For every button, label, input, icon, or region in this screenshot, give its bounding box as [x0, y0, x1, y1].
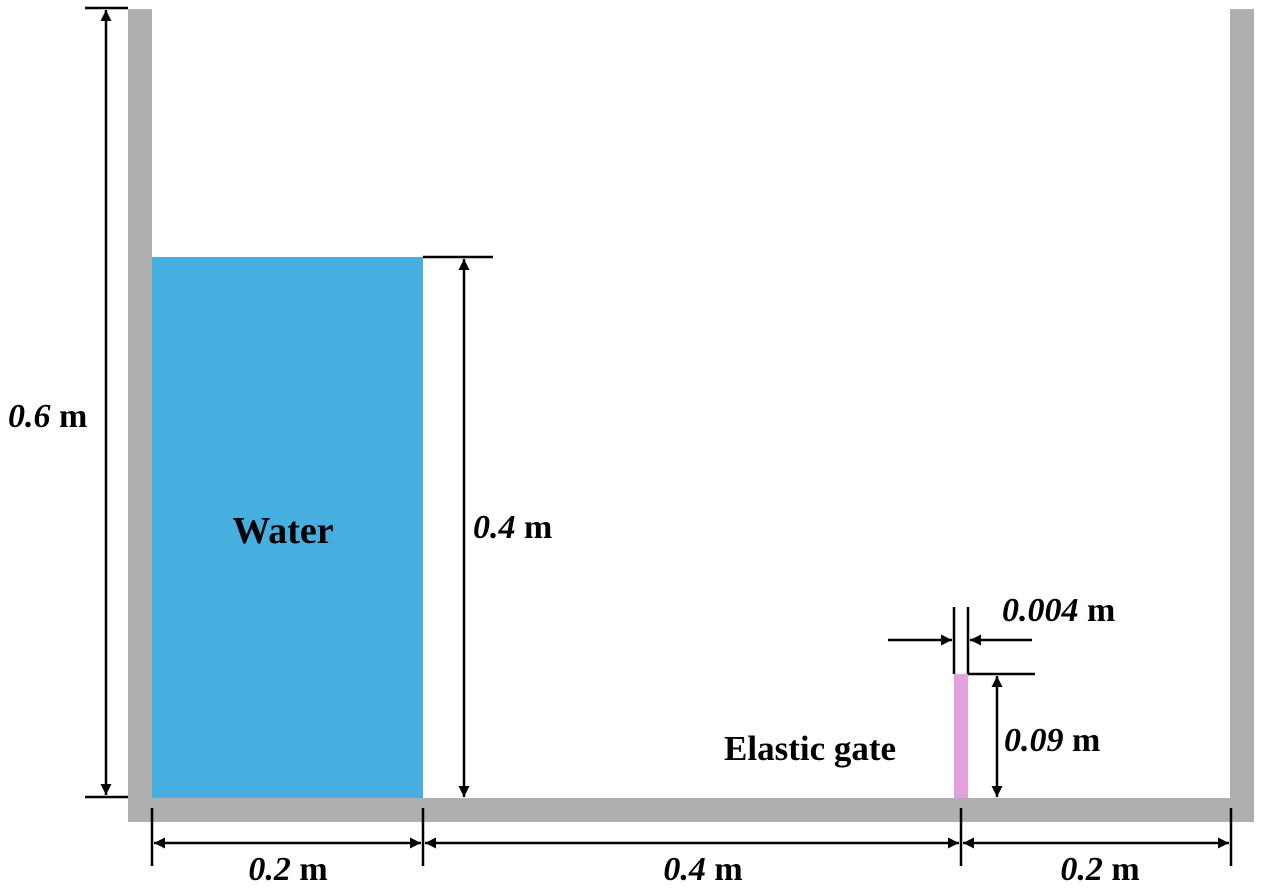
gate-label: Elastic gate [724, 729, 896, 768]
gate-height-dimension [968, 672, 1035, 797]
gate-thickness-label: 0.004 m [1002, 592, 1115, 629]
right-wall [1230, 9, 1254, 822]
bottom-dimension-chain [150, 808, 1233, 866]
water-label: Water [232, 510, 333, 552]
elastic-gate [954, 674, 968, 798]
water-column [152, 257, 423, 798]
gate-to-wall-label: 0.2 m [1060, 851, 1139, 888]
water-width-label: 0.2 m [248, 851, 327, 888]
tank-floor [128, 798, 1254, 822]
water-height-dimension [423, 255, 493, 797]
tank-height-label: 0.6 m [8, 398, 87, 435]
left-wall [128, 9, 152, 822]
gap-to-gate-label: 0.4 m [663, 851, 742, 888]
tank-height-dimension [85, 6, 128, 799]
gate-thickness-dimension [888, 607, 1032, 674]
gate-height-label: 0.09 m [1004, 722, 1100, 759]
water-height-label: 0.4 m [473, 509, 552, 546]
